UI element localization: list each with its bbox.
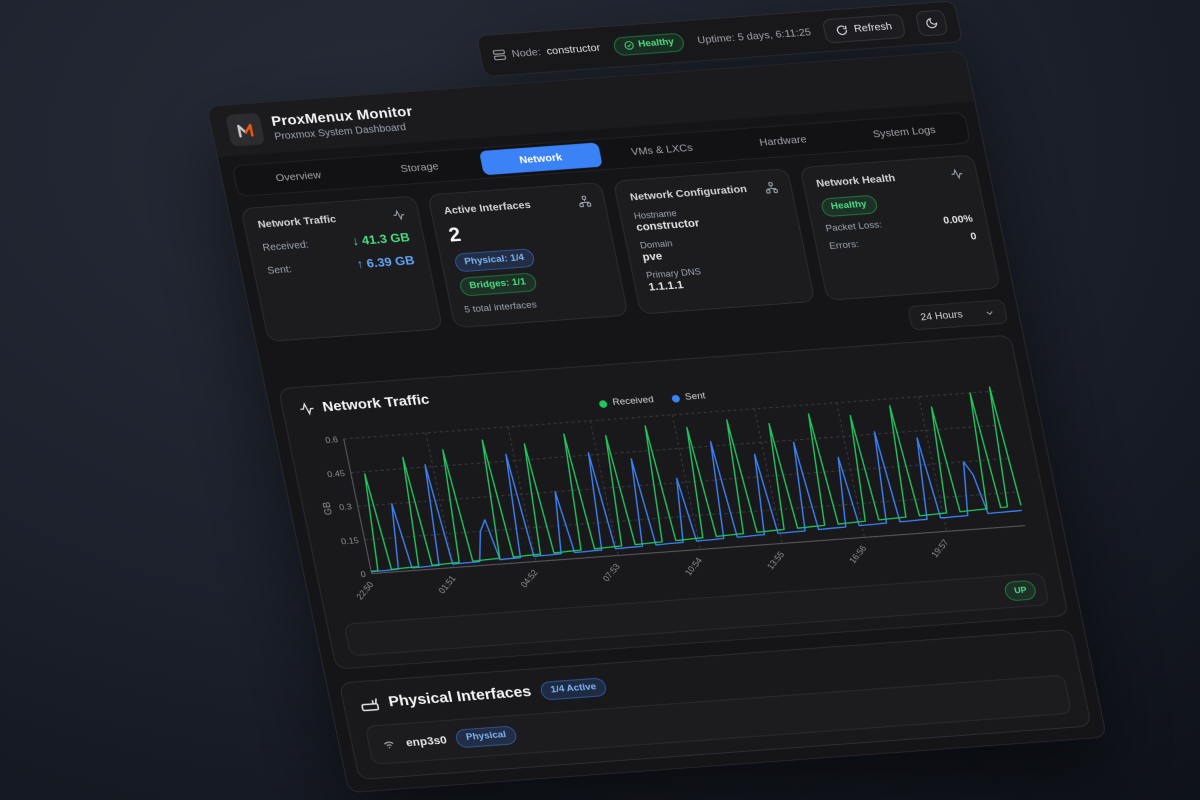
tab-overview[interactable]: Overview <box>274 169 323 184</box>
interface-type-badge: Physical <box>454 725 518 748</box>
active-count-badge: 1/4 Active <box>538 676 608 701</box>
tab-system-logs[interactable]: System Logs <box>871 124 937 141</box>
up-status-badge: UP <box>1003 579 1038 602</box>
main-panel: ProxMenux Monitor Proxmox System Dashboa… <box>206 50 1107 793</box>
activity-icon <box>391 209 406 222</box>
logo-m-icon <box>237 123 254 138</box>
svg-text:GB: GB <box>321 501 335 515</box>
chevron-down-icon <box>986 310 993 315</box>
refresh-button[interactable]: Refresh <box>822 13 907 44</box>
network-configuration-title: Network Configuration <box>629 183 748 204</box>
health-badge: Healthy <box>611 32 686 56</box>
svg-text:0.45: 0.45 <box>326 468 346 479</box>
app-header: ProxMenux Monitor Proxmox System Dashboa… <box>207 51 975 158</box>
interface-name: enp3s0 <box>404 732 448 749</box>
svg-text:0.6: 0.6 <box>324 435 339 445</box>
moon-icon <box>926 17 938 29</box>
svg-text:01:51: 01:51 <box>436 573 458 595</box>
tab-storage[interactable]: Storage <box>399 160 440 175</box>
packet-loss-label: Packet Loss: <box>824 219 884 235</box>
sent-label: Sent: <box>266 263 293 277</box>
network-health-card: Network Health Healthy Packet Loss: 0.00… <box>798 154 1002 301</box>
tab-hardware[interactable]: Hardware <box>758 133 808 149</box>
uptime-text: Uptime: 5 days, 6:11:25 <box>696 26 812 46</box>
svg-text:13:55: 13:55 <box>765 549 787 571</box>
svg-text:16:56: 16:56 <box>847 543 869 565</box>
stat-cards-row: Network Traffic Received: ↓ 41.3 GB Sent… <box>240 154 1002 342</box>
time-range-value: 24 Hours <box>919 308 964 324</box>
network-icon <box>577 195 592 208</box>
svg-text:19:57: 19:57 <box>929 537 951 559</box>
server-icon <box>493 49 507 61</box>
active-interfaces-count: 2 <box>446 224 463 247</box>
network-tab-content: Network Traffic Received: ↓ 41.3 GB Sent… <box>226 142 1105 791</box>
time-range-select[interactable]: 24 Hours <box>907 299 1009 331</box>
bridges-count-badge: Bridges: 1/1 <box>457 272 538 297</box>
activity-icon <box>949 168 964 181</box>
tab-network[interactable]: Network <box>478 142 603 176</box>
legend-dot-sent <box>670 394 681 403</box>
total-interfaces-text: 5 total interfaces <box>463 299 538 316</box>
activity-icon <box>300 401 314 416</box>
node-value: constructor <box>545 41 602 58</box>
router-icon <box>361 698 380 712</box>
svg-text:04:52: 04:52 <box>518 567 540 589</box>
network-traffic-card-title: Network Traffic <box>256 213 338 231</box>
proxmenux-logo <box>225 112 266 147</box>
node-info: Node: constructor <box>492 41 601 61</box>
theme-toggle-button[interactable] <box>914 9 949 37</box>
sent-value: ↑ 6.39 GB <box>355 253 416 272</box>
svg-text:10:54: 10:54 <box>683 555 705 577</box>
app-title-block: ProxMenux Monitor Proxmox System Dashboa… <box>270 103 417 142</box>
refresh-icon <box>837 25 848 35</box>
svg-text:07:53: 07:53 <box>600 561 622 583</box>
packet-loss-value: 0.00% <box>942 213 974 227</box>
errors-value: 0 <box>969 230 978 243</box>
active-interfaces-title: Active Interfaces <box>442 199 532 217</box>
errors-label: Errors: <box>828 239 860 252</box>
network-traffic-card: Network Traffic Received: ↓ 41.3 GB Sent… <box>240 195 443 342</box>
received-label: Received: <box>261 238 310 254</box>
svg-text:22:50: 22:50 <box>354 580 376 602</box>
legend-sent: Sent <box>670 391 706 404</box>
physical-interfaces-card: Physical Interfaces 1/4 Active enp3s0 Ph… <box>338 628 1092 780</box>
node-label: Node: <box>510 46 542 60</box>
top-status-bar: Node: constructor Healthy Uptime: 5 days… <box>476 0 964 78</box>
wifi-icon <box>384 741 394 749</box>
range-bar: 24 Hours <box>270 299 1009 377</box>
svg-text:0: 0 <box>360 569 367 579</box>
physical-count-badge: Physical: 1/4 <box>452 248 536 273</box>
check-circle-icon <box>624 41 634 50</box>
health-status-badge: Healthy <box>819 194 879 218</box>
svg-text:0.3: 0.3 <box>338 502 353 512</box>
active-interfaces-card: Active Interfaces 2 Physical: 1/4 Bridge… <box>426 181 629 329</box>
network-traffic-chart: 0 0.15 0.3 0.45 0.6 22:50 01:51 04:52 07:53 10:54… <box>321 386 1026 602</box>
physical-interfaces-title: Physical Interfaces <box>386 683 533 710</box>
interface-row-enp3s0[interactable]: enp3s0 Physical <box>364 674 1073 765</box>
legend-dot-received <box>598 399 608 408</box>
network-icon <box>763 181 778 194</box>
network-traffic-chart-card: Network Traffic Received Sent 0 0.15 0.3 0.… <box>277 334 1069 670</box>
network-configuration-card: Network Configuration Hostname construct… <box>612 168 815 315</box>
tab-vms-lxcs[interactable]: VMs & LXCs <box>630 142 694 158</box>
svg-text:0.15: 0.15 <box>340 536 360 547</box>
dashboard: Node: constructor Healthy Uptime: 5 days… <box>196 0 1107 793</box>
network-health-title: Network Health <box>815 172 897 190</box>
received-value: ↓ 41.3 GB <box>350 229 411 249</box>
